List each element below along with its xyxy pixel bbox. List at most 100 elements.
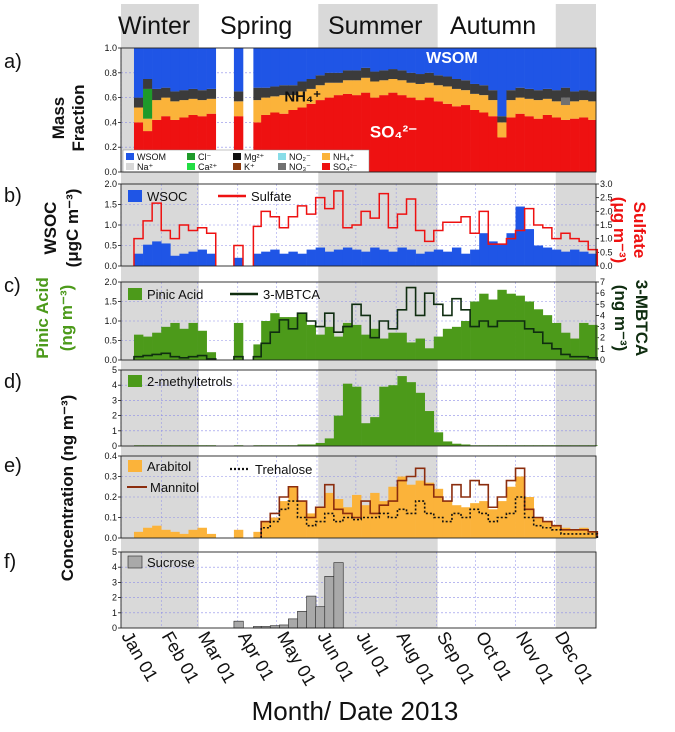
bar <box>233 620 244 629</box>
stack-segment-wsom <box>197 48 207 91</box>
bar <box>270 313 280 360</box>
ylabel-b-line2: (μgC m⁻³) <box>63 189 82 268</box>
x-tick-month: Jan 01 <box>118 628 162 685</box>
bar <box>306 444 316 446</box>
y-tick-label: 0.0 <box>104 261 117 271</box>
annotation-label: NH₄⁺ <box>284 88 321 105</box>
bar <box>333 499 344 538</box>
bar <box>442 441 453 446</box>
legend-e: Arabitol Mannitol Trehalose <box>127 459 312 495</box>
bar <box>279 501 289 538</box>
stack-segment-wsom <box>497 48 507 117</box>
y-right-tick-label: 0.5 <box>600 247 613 257</box>
legend-swatch <box>126 163 134 170</box>
legend-label: Mg²⁺ <box>244 152 264 162</box>
legend-label: Sulfate <box>251 189 291 204</box>
bar <box>461 444 471 446</box>
stack-segment-nh4 <box>261 97 271 115</box>
bar <box>179 533 189 538</box>
stack-segment-nh4 <box>179 100 189 118</box>
stack-segment-minor <box>143 79 153 89</box>
series-line <box>133 190 599 266</box>
y-tick-label: 1.5 <box>104 297 117 307</box>
stack-segment-wsom <box>361 48 371 68</box>
bar <box>179 328 189 360</box>
stack-segment-nh4 <box>342 80 353 94</box>
bar <box>588 531 598 538</box>
legend-swatch <box>128 190 142 202</box>
stack-segment-wsom <box>588 48 597 92</box>
bar <box>433 249 444 266</box>
stack-segment-minor <box>388 69 398 79</box>
bar <box>315 334 326 360</box>
y-tick-label: 0.0 <box>104 533 117 543</box>
stack-segment-so4 <box>342 93 353 172</box>
stack-segment-wsom <box>570 48 580 92</box>
stack-segment-minor <box>233 91 244 102</box>
y-tick-label: 0.4 <box>104 451 117 461</box>
bar <box>370 417 380 446</box>
stack-segment-nh4 <box>588 101 597 120</box>
bar <box>488 241 498 266</box>
stack-segment-nh4 <box>352 80 362 96</box>
stack-segment-nh4 <box>406 82 416 98</box>
stack-segment-minor <box>206 88 217 99</box>
bar <box>324 492 335 538</box>
bar <box>279 317 289 360</box>
stack-segment-wsom <box>306 48 316 79</box>
legend-swatch <box>322 163 330 170</box>
bar <box>233 529 244 538</box>
stack-segment-nh4 <box>479 95 489 113</box>
y-right-tick-label: 2.0 <box>600 206 613 216</box>
stack-segment-nh4 <box>188 98 198 115</box>
bar <box>442 501 453 538</box>
stack-segment-wsom <box>397 48 407 71</box>
bar <box>406 484 416 538</box>
y-tick-label: 2 <box>112 411 117 421</box>
stack-segment-minor <box>324 72 335 83</box>
bar <box>188 529 198 538</box>
bar <box>315 507 326 538</box>
bar <box>570 249 580 266</box>
legend-label: Trehalose <box>255 462 312 477</box>
stack-segment-wsom <box>170 48 180 92</box>
legend-swatch <box>126 153 134 160</box>
legend-swatch <box>128 460 142 472</box>
legend-label: Na⁺ <box>137 162 154 172</box>
bar <box>333 249 344 266</box>
stack-segment-nh4 <box>506 100 516 118</box>
stack-segment-so4 <box>488 116 498 172</box>
stack-segment-wsom <box>233 48 244 92</box>
stack-segment-so4 <box>506 117 516 172</box>
ylabel-a-line2: Fraction <box>69 84 88 151</box>
bar <box>533 517 544 538</box>
bar <box>379 501 389 538</box>
stack-segment-so4 <box>333 95 344 172</box>
bar <box>415 392 425 446</box>
panels: 0.00.20.40.60.81.0WSOMNH₄⁺SO₄²⁻WSOMNa⁺Cl… <box>104 43 612 633</box>
stack-segment-minor <box>451 79 462 89</box>
stack-segment-minor <box>133 97 144 108</box>
bar <box>388 332 398 360</box>
bar <box>379 338 389 360</box>
stack-segment-minor <box>179 90 189 101</box>
bar <box>406 342 416 360</box>
panel-f: 0 1 2 3 4 5 Sucrose <box>112 547 597 633</box>
y-tick-label: 0 <box>112 623 117 633</box>
y-tick-label: 0.0 <box>104 167 117 177</box>
bar <box>533 245 544 266</box>
legend-label: Ca²⁺ <box>198 162 218 172</box>
stack-segment-nh4 <box>415 83 425 101</box>
stack-segment-nh4 <box>370 81 380 98</box>
bar <box>352 249 362 266</box>
stack-segment-minor <box>270 86 280 97</box>
stack-segment-so4 <box>542 114 553 172</box>
stack-segment-so4 <box>233 116 244 172</box>
y-right-tick-label: 2 <box>600 333 605 343</box>
y-tick-label: 1.5 <box>104 200 117 210</box>
bar <box>451 326 462 360</box>
stack-segment-wsom <box>579 48 589 91</box>
stack-segment-so4 <box>461 105 471 172</box>
y-tick-label: 1.0 <box>104 43 117 53</box>
